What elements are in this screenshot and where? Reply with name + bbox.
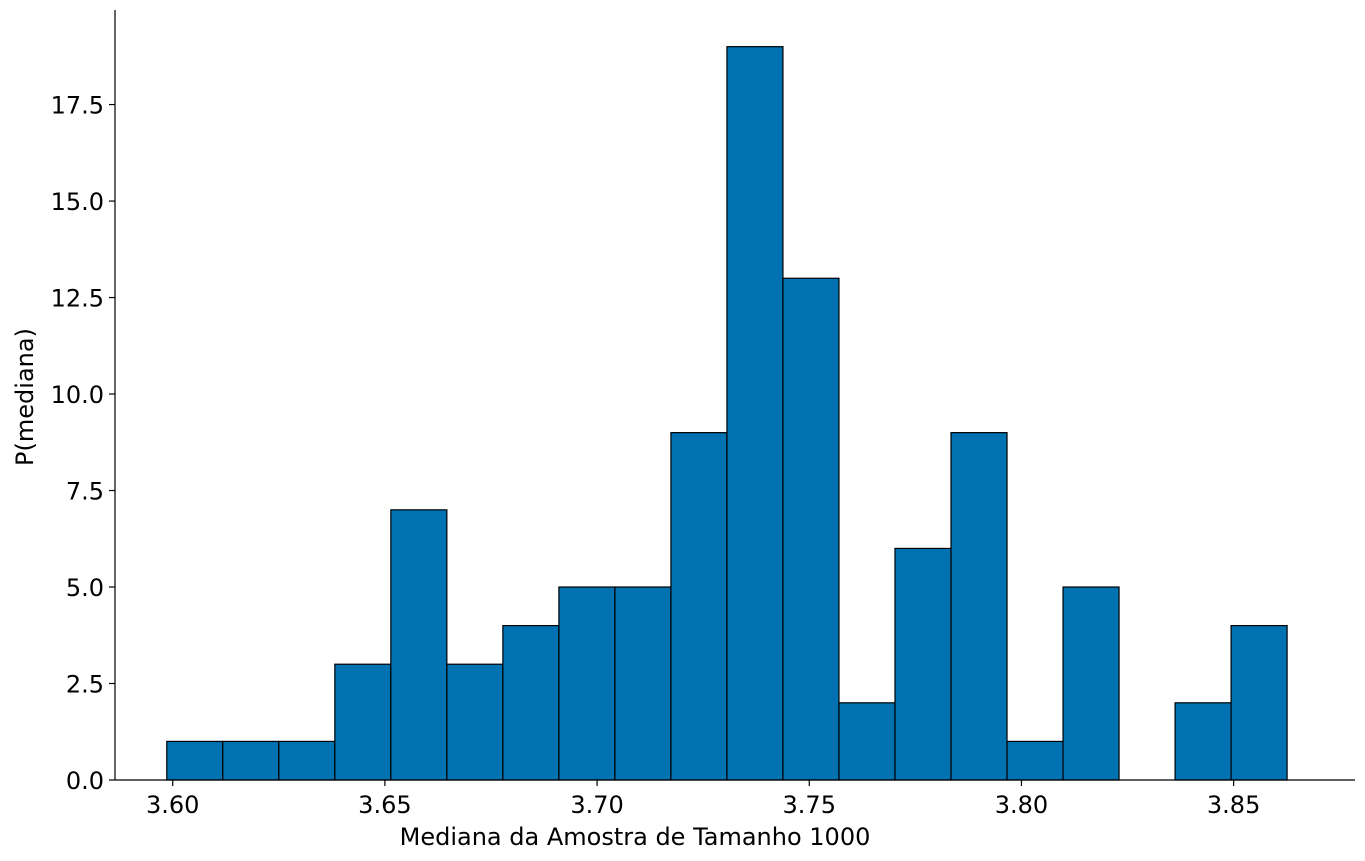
x-axis-ticks: 3.60 3.65 3.70 3.75 3.80 3.85 xyxy=(146,780,1260,819)
y-tick-label: 17.5 xyxy=(51,92,104,120)
x-tick-label: 3.75 xyxy=(783,791,836,819)
y-axis-ticks: 0.0 2.5 5.0 7.5 10.0 12.5 15.0 17.5 xyxy=(51,92,115,795)
y-tick-label: 12.5 xyxy=(51,285,104,313)
histogram-bar xyxy=(1062,586,1120,781)
y-tick-label: 7.5 xyxy=(66,478,104,506)
histogram-bars xyxy=(166,46,1288,781)
histogram-bar xyxy=(782,277,840,781)
histogram-bar xyxy=(950,432,1008,781)
x-tick-label: 3.80 xyxy=(995,791,1048,819)
histogram-bar xyxy=(614,586,672,781)
histogram-bar xyxy=(726,46,784,781)
y-tick-label: 0.0 xyxy=(66,767,104,795)
histogram-bar xyxy=(222,740,280,781)
histogram-bar xyxy=(670,432,728,781)
x-axis-title: Mediana da Amostra de Tamanho 1000 xyxy=(400,823,871,851)
histogram-bar xyxy=(894,547,952,781)
histogram-bar xyxy=(390,509,448,781)
x-tick-label: 3.85 xyxy=(1207,791,1260,819)
histogram-bar xyxy=(502,625,560,781)
y-tick-label: 10.0 xyxy=(51,381,104,409)
y-axis-title: P(mediana) xyxy=(11,328,39,466)
histogram-bar xyxy=(838,702,896,781)
y-tick-label: 2.5 xyxy=(66,671,104,699)
y-tick-label: 5.0 xyxy=(66,574,104,602)
x-tick-label: 3.65 xyxy=(358,791,411,819)
histogram-bar xyxy=(1006,740,1064,781)
x-tick-label: 3.60 xyxy=(146,791,199,819)
histogram-bar xyxy=(1174,702,1232,781)
histogram-bar xyxy=(1230,625,1288,781)
histogram-bar xyxy=(278,740,336,781)
histogram-bar xyxy=(446,663,504,781)
histogram-bar xyxy=(166,740,224,781)
x-tick-label: 3.70 xyxy=(570,791,623,819)
histogram-bar xyxy=(558,586,616,781)
y-tick-label: 15.0 xyxy=(51,188,104,216)
histogram-bar xyxy=(334,663,392,781)
